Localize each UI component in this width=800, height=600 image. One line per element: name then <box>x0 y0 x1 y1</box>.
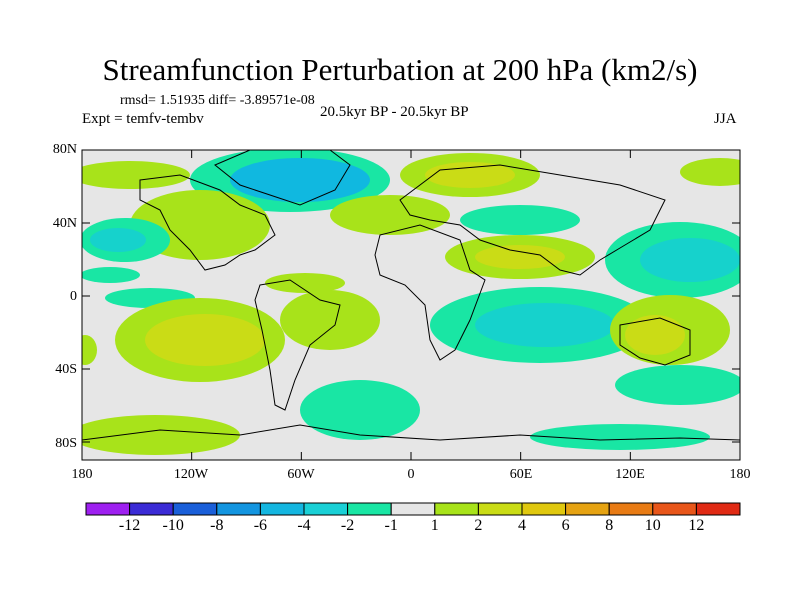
x-label-180e: 180 <box>729 467 751 482</box>
colorbar-swatch <box>521 502 567 516</box>
contour-neg <box>460 205 580 235</box>
x-label-120w: 120W <box>173 467 209 482</box>
contour-neg <box>82 267 140 283</box>
colorbar-label: -10 <box>162 517 184 534</box>
colorbar-swatch <box>347 502 392 516</box>
y-label-40s: 40S <box>55 362 77 377</box>
colorbar-label: 1 <box>430 517 439 534</box>
plot-title: Streamfunction Perturbation at 200 hPa (… <box>102 52 698 87</box>
season-label: JJA <box>714 111 737 127</box>
greenland-canada-outline <box>214 150 351 206</box>
colorbar-swatch <box>216 502 261 516</box>
contour-pos <box>680 158 740 186</box>
colorbar-label: 8 <box>605 517 614 534</box>
colorbar-swatch <box>477 502 523 516</box>
africa-outline <box>374 224 486 361</box>
australia-outline <box>619 317 691 366</box>
x-label-120e: 120E <box>615 467 645 482</box>
colorbar-label: 10 <box>644 517 661 534</box>
contour-pos <box>425 162 515 188</box>
colorbar-swatch <box>390 502 436 516</box>
colorbar-swatch <box>652 502 697 516</box>
contour-pos <box>82 161 190 189</box>
contour-neg <box>475 303 615 347</box>
x-label-60w: 60W <box>287 467 315 482</box>
coastlines <box>82 150 740 441</box>
contour-pos <box>265 273 345 293</box>
colorbar-label: -8 <box>210 517 224 534</box>
colorbar-swatch <box>608 502 654 516</box>
colorbar-swatch <box>85 502 131 516</box>
colorbar-label: 4 <box>518 517 526 534</box>
contour-neg <box>615 365 740 405</box>
experiment-label: Expt = temfv-tembv <box>82 111 204 127</box>
colorbar-label: -4 <box>297 517 311 534</box>
colorbar-swatch <box>303 502 349 516</box>
contour-pos <box>625 315 685 355</box>
colorbar-label: 12 <box>688 517 705 534</box>
y-label-80s: 80S <box>55 436 77 451</box>
colorbar-swatch <box>695 502 741 516</box>
colorbar-label: -12 <box>118 517 141 534</box>
contour-pos <box>280 290 380 350</box>
x-label-0: 0 <box>407 467 415 482</box>
colorbar-swatch <box>259 502 305 516</box>
contour-fills <box>82 150 740 455</box>
colorbar-label: 2 <box>474 517 483 534</box>
colorbar-label: -2 <box>340 517 355 534</box>
contour-neg <box>90 228 146 252</box>
colorbar-swatch <box>565 502 610 516</box>
y-label-40n: 40N <box>52 216 77 231</box>
contour-neg <box>640 238 740 282</box>
contour-neg <box>300 380 420 440</box>
x-label-180w: 180 <box>71 467 93 482</box>
colorbar-label: -1 <box>384 517 398 534</box>
colorbar-label: -6 <box>253 517 268 534</box>
x-label-60e: 60E <box>509 467 533 482</box>
colorbar-label: 6 <box>561 517 570 534</box>
contour-pos <box>145 314 265 366</box>
subtitle: 20.5kyr BP - 20.5kyr BP <box>320 104 469 120</box>
antarctica-outline <box>82 424 740 441</box>
stats-text: rmsd= 1.51935 diff= -3.89571e-08 <box>120 93 315 108</box>
contour-neg <box>530 424 710 450</box>
colorbar-swatch <box>172 502 218 516</box>
colorbar-swatch <box>129 502 174 516</box>
y-label-0: 0 <box>70 289 77 304</box>
colorbar-swatch <box>434 502 479 516</box>
north-america-outline <box>139 174 276 271</box>
axis-ticks <box>81 149 741 460</box>
y-label-80n: 80N <box>52 142 77 157</box>
south-america-outline <box>254 279 341 411</box>
contour-pos <box>475 245 565 269</box>
contour-pos <box>82 415 240 455</box>
eurasia-outline <box>399 164 666 276</box>
contour-neg <box>230 158 370 202</box>
contour-pos <box>82 335 97 365</box>
